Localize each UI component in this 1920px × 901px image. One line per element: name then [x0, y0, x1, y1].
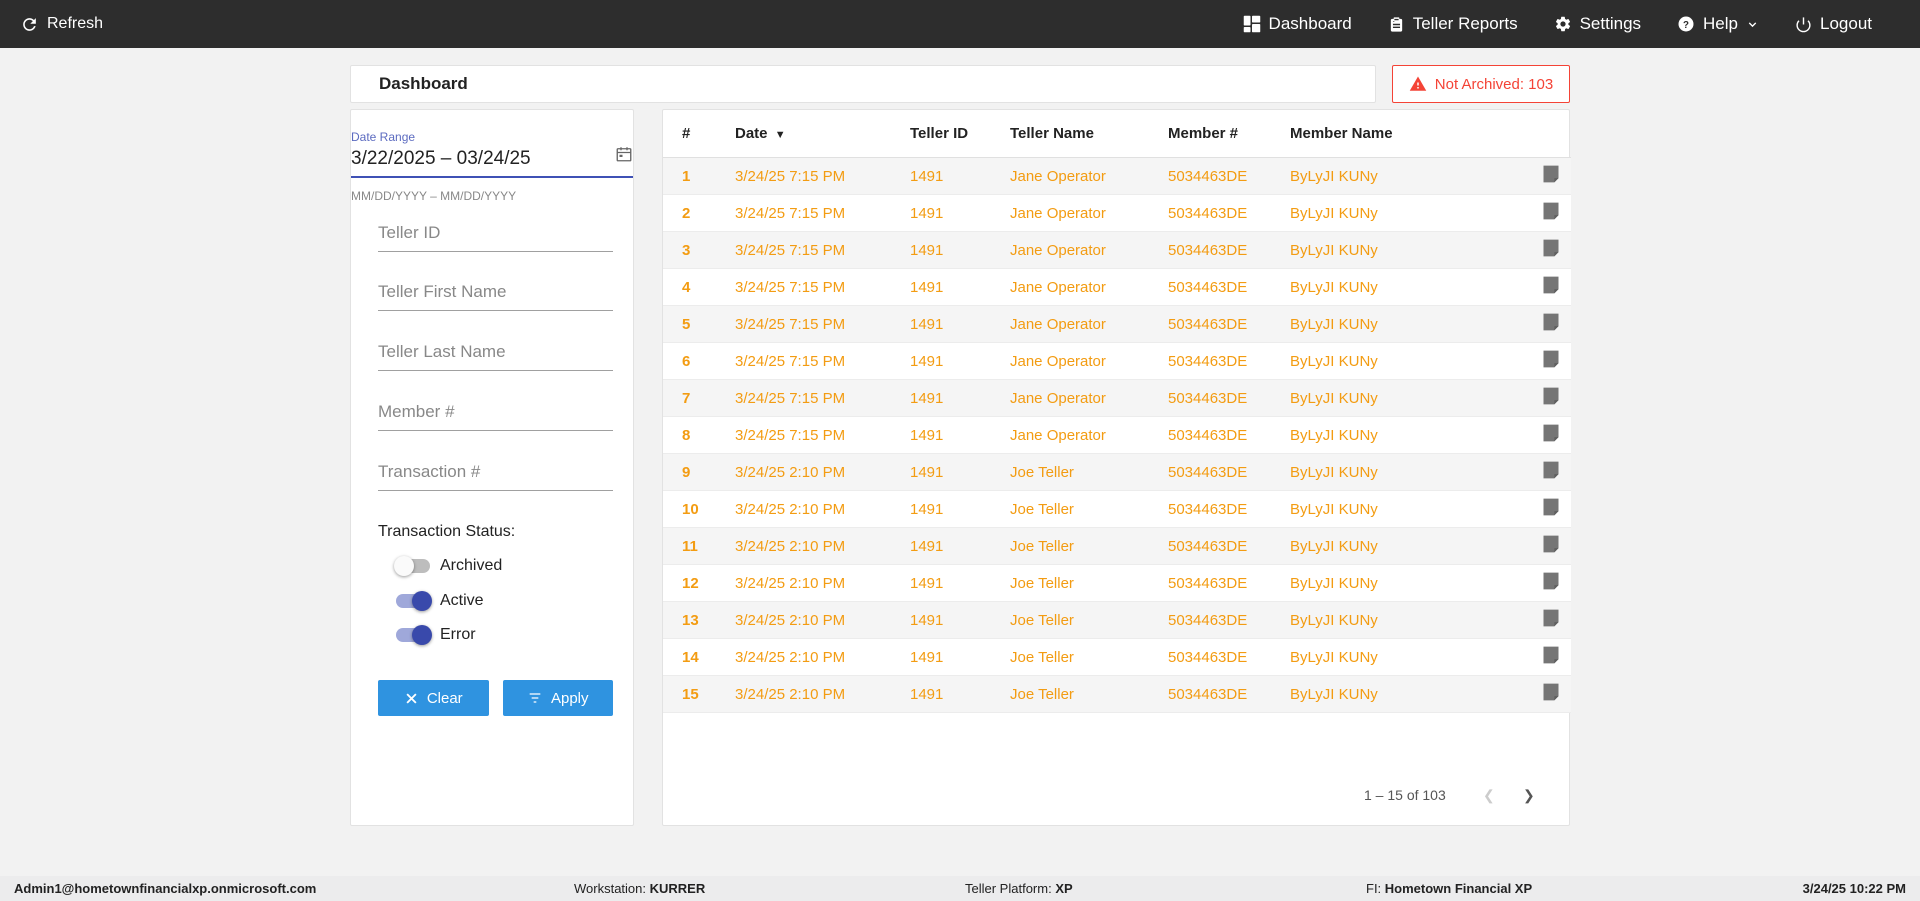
- svg-text:?: ?: [1683, 20, 1689, 31]
